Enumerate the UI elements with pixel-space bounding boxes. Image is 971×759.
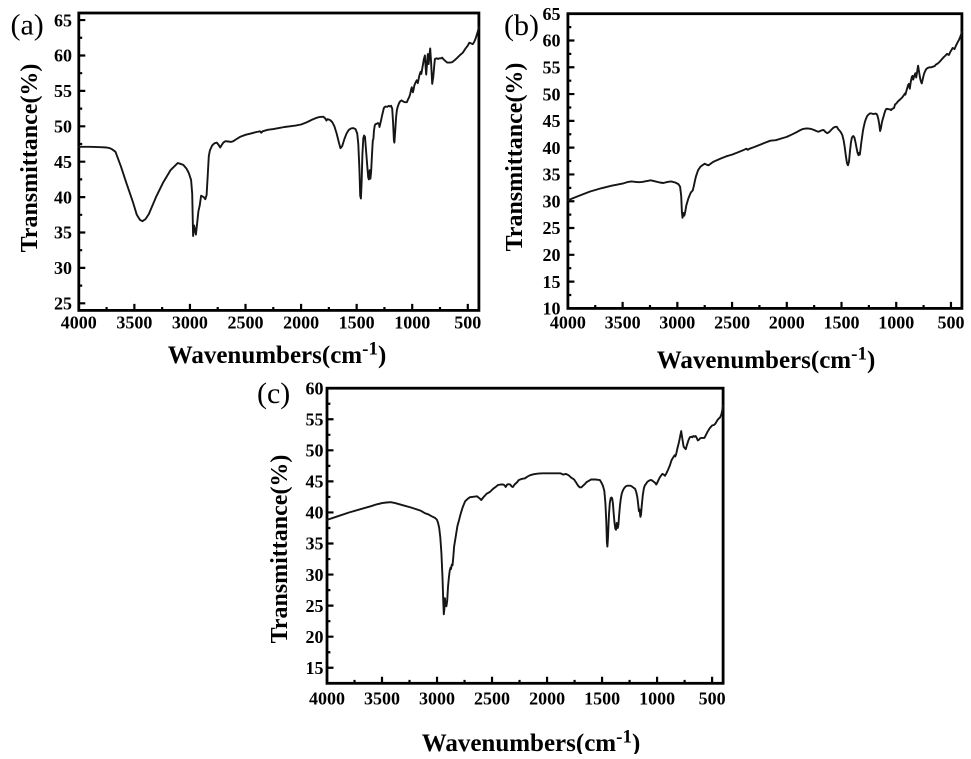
svg-text:(c): (c) <box>257 377 290 410</box>
svg-text:1000: 1000 <box>394 312 430 332</box>
svg-text:Wavenumbers(cm-1): Wavenumbers(cm-1) <box>422 727 641 755</box>
svg-text:40: 40 <box>306 503 324 523</box>
svg-text:3000: 3000 <box>172 312 208 332</box>
svg-text:2000: 2000 <box>283 312 319 332</box>
svg-text:30: 30 <box>543 191 561 211</box>
svg-text:500: 500 <box>938 313 965 333</box>
svg-text:60: 60 <box>543 31 561 51</box>
svg-text:4000: 4000 <box>309 689 345 709</box>
svg-text:30: 30 <box>54 258 72 278</box>
svg-text:(a): (a) <box>11 9 44 42</box>
svg-text:50: 50 <box>54 117 72 137</box>
svg-text:55: 55 <box>54 81 72 101</box>
svg-text:2500: 2500 <box>714 313 750 333</box>
svg-text:1500: 1500 <box>584 689 620 709</box>
svg-text:25: 25 <box>54 294 72 314</box>
svg-text:Transmittance(%): Transmittance(%) <box>267 455 293 644</box>
svg-text:1000: 1000 <box>639 689 675 709</box>
svg-text:Transmittance(%): Transmittance(%) <box>17 64 43 253</box>
svg-text:Wavenumbers(cm-1): Wavenumbers(cm-1) <box>168 339 387 370</box>
svg-text:45: 45 <box>543 111 561 131</box>
svg-text:55: 55 <box>543 58 561 78</box>
svg-text:40: 40 <box>54 187 72 207</box>
svg-text:3000: 3000 <box>659 313 695 333</box>
svg-text:Transmittance(%): Transmittance(%) <box>502 63 528 252</box>
svg-text:35: 35 <box>543 165 561 185</box>
svg-text:60: 60 <box>306 378 324 398</box>
svg-text:2500: 2500 <box>474 689 510 709</box>
svg-text:3500: 3500 <box>605 313 641 333</box>
svg-text:60: 60 <box>54 46 72 66</box>
svg-text:20: 20 <box>543 245 561 265</box>
svg-text:65: 65 <box>543 4 561 24</box>
svg-text:55: 55 <box>306 410 324 430</box>
svg-text:4000: 4000 <box>550 313 586 333</box>
svg-text:35: 35 <box>306 534 324 554</box>
svg-text:3000: 3000 <box>419 689 455 709</box>
svg-text:35: 35 <box>54 223 72 243</box>
svg-text:25: 25 <box>543 218 561 238</box>
svg-text:1500: 1500 <box>824 313 860 333</box>
svg-text:4000: 4000 <box>61 312 97 332</box>
svg-text:500: 500 <box>699 689 726 709</box>
svg-text:40: 40 <box>543 138 561 158</box>
svg-text:50: 50 <box>543 84 561 104</box>
svg-text:2500: 2500 <box>228 312 264 332</box>
svg-text:3500: 3500 <box>364 689 400 709</box>
svg-text:45: 45 <box>54 152 72 172</box>
svg-text:500: 500 <box>454 312 481 332</box>
svg-text:1500: 1500 <box>339 312 375 332</box>
svg-text:Wavenumbers(cm-1): Wavenumbers(cm-1) <box>657 344 876 375</box>
svg-text:50: 50 <box>306 441 324 461</box>
svg-text:15: 15 <box>306 658 324 678</box>
svg-text:30: 30 <box>306 565 324 585</box>
svg-text:65: 65 <box>54 10 72 30</box>
svg-text:10: 10 <box>543 299 561 319</box>
svg-text:15: 15 <box>543 272 561 292</box>
svg-text:2000: 2000 <box>769 313 805 333</box>
svg-text:45: 45 <box>306 472 324 492</box>
svg-text:3500: 3500 <box>116 312 152 332</box>
svg-text:1000: 1000 <box>878 313 914 333</box>
svg-text:25: 25 <box>306 596 324 616</box>
svg-text:(b): (b) <box>504 9 539 42</box>
svg-text:20: 20 <box>306 627 324 647</box>
svg-text:2000: 2000 <box>529 689 565 709</box>
